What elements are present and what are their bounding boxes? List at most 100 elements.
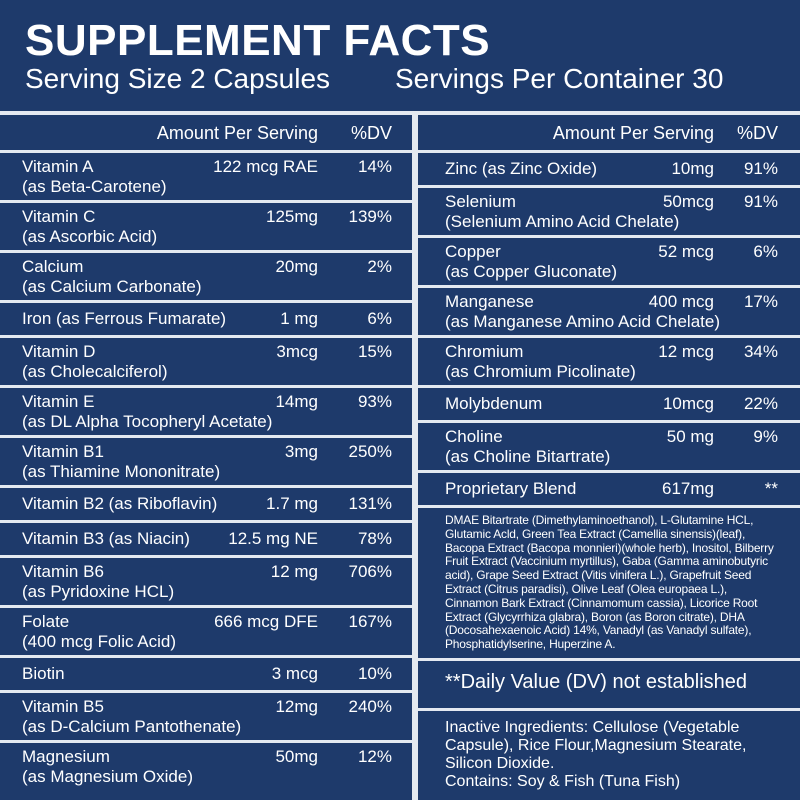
daily-value: 6% bbox=[367, 309, 392, 328]
nutrient-row: Zinc (as Zinc Oxide) 10mg 91% bbox=[418, 150, 800, 185]
inactive-section: Inactive Ingredients: Cellulose (Vegetab… bbox=[418, 708, 800, 791]
nutrient-row: Iron (as Ferrous Fumarate) 1 mg 6% bbox=[0, 300, 412, 335]
inactive-ingredients: Inactive Ingredients: Cellulose (Vegetab… bbox=[445, 719, 747, 772]
nutrient-name: Biotin bbox=[22, 664, 65, 683]
nutrient-name: Vitamin B3 (as Niacin) bbox=[22, 529, 190, 548]
nutrient-name: Vitamin B1 bbox=[22, 442, 104, 461]
nutrient-name: Vitamin C bbox=[22, 207, 96, 226]
amount: 125mg bbox=[266, 207, 318, 226]
daily-value: 6% bbox=[753, 242, 778, 261]
nutrient-row: Vitamin D 3mcg 15% (as Cholecalciferol) bbox=[0, 335, 412, 385]
nutrient-source: (as Pyridoxine HCL) bbox=[22, 582, 175, 601]
daily-value: 250% bbox=[348, 442, 392, 461]
daily-value: 78% bbox=[357, 529, 392, 548]
nutrient-source: (Selenium Amino Acid Chelate) bbox=[445, 212, 680, 231]
divider bbox=[0, 111, 800, 115]
daily-value: 17% bbox=[743, 292, 778, 311]
left-column: Amount Per Serving %DV Vitamin A 122 mcg RA… bbox=[0, 115, 412, 790]
amount: 3mcg bbox=[276, 342, 318, 361]
nutrient-name: Vitamin B2 (as Riboflavin) bbox=[22, 494, 218, 513]
contains: Contains: Soy & Fish (Tuna Fish) bbox=[445, 773, 681, 790]
daily-value: 10% bbox=[357, 664, 392, 683]
serving-size: Serving Size 2 Capsules bbox=[25, 63, 331, 94]
amount: 52 mcg bbox=[658, 242, 714, 261]
daily-value: 15% bbox=[357, 342, 392, 361]
amount: 50mg bbox=[275, 747, 318, 766]
amount: 3mg bbox=[284, 442, 318, 461]
nutrient-row: Vitamin B3 (as Niacin) 12.5 mg NE 78% bbox=[0, 520, 412, 555]
nutrient-source: (as Chromium Picolinate) bbox=[445, 362, 636, 381]
daily-value: 93% bbox=[357, 392, 392, 411]
nutrient-name: Vitamin E bbox=[22, 392, 95, 411]
nutrient-row: Vitamin C 125mg 139% (as Ascorbic Acid) bbox=[0, 200, 412, 250]
amount: 50 mg bbox=[666, 427, 714, 446]
nutrient-name: Selenium bbox=[445, 192, 516, 211]
nutrient-source: (as Beta-Carotene) bbox=[22, 177, 167, 196]
amount: 12.5 mg NE bbox=[228, 529, 318, 548]
servings-per-container: Servings Per Container 30 bbox=[395, 63, 724, 94]
dv-header: %DV bbox=[350, 123, 392, 143]
amount: 12 mcg bbox=[658, 342, 714, 361]
amount: 400 mcg bbox=[648, 292, 714, 311]
nutrient-source: (400 mcg Folic Acid) bbox=[22, 632, 176, 651]
amount: 14mg bbox=[275, 392, 318, 411]
dv-note: **Daily Value (DV) not established bbox=[418, 658, 800, 708]
right-column: Amount Per Serving %DV Zinc (as Zinc Oxide… bbox=[418, 115, 800, 791]
amount: 20mg bbox=[275, 257, 318, 276]
nutrient-name: Calcium bbox=[22, 257, 84, 276]
column-header: Amount Per Serving %DV bbox=[0, 115, 412, 150]
nutrient-source: (as Manganese Amino Acid Chelate) bbox=[445, 312, 720, 331]
nutrient-name: Zinc (as Zinc Oxide) bbox=[445, 159, 598, 178]
daily-value: 2% bbox=[367, 257, 392, 276]
nutrient-source: (as Thiamine Mononitrate) bbox=[22, 462, 221, 481]
nutrient-row: Choline 50 mg 9% (as Choline Bitartrate) bbox=[418, 420, 800, 470]
daily-value: 131% bbox=[348, 494, 392, 513]
nutrient-row: Proprietary Blend 617mg ** bbox=[418, 470, 800, 505]
daily-value: 22% bbox=[743, 394, 778, 413]
column-divider bbox=[412, 115, 418, 800]
nutrient-row: Vitamin B2 (as Riboflavin) 1.7 mg 131% bbox=[0, 485, 412, 520]
amount: 617mg bbox=[662, 479, 714, 498]
nutrient-row: Chromium 12 mcg 34% (as Chromium Picolinate… bbox=[418, 335, 800, 385]
daily-value: 139% bbox=[348, 207, 392, 226]
nutrient-source: (as Ascorbic Acid) bbox=[22, 227, 158, 246]
nutrient-row: Vitamin E 14mg 93% (as DL Alpha Tocopheryl … bbox=[0, 385, 412, 435]
daily-value: 9% bbox=[753, 427, 778, 446]
nutrient-name: Vitamin D bbox=[22, 342, 96, 361]
nutrient-row: Folate 666 mcg DFE 167% (400 mcg Folic Acid… bbox=[0, 605, 412, 655]
nutrient-name: Magnesium bbox=[22, 747, 110, 766]
amount: 10mg bbox=[671, 159, 714, 178]
daily-value: ** bbox=[764, 479, 778, 498]
nutrient-name: Vitamin B6 bbox=[22, 562, 104, 581]
daily-value: 167% bbox=[348, 612, 392, 631]
daily-value: 12% bbox=[357, 747, 392, 766]
amount: 1.7 mg bbox=[266, 494, 318, 513]
nutrient-row: Vitamin B6 12 mg 706% (as Pyridoxine HCL) bbox=[0, 555, 412, 605]
nutrient-row: Vitamin B1 3mg 250% (as Thiamine Mononitrat… bbox=[0, 435, 412, 485]
amount-header: Amount Per Serving bbox=[156, 123, 318, 143]
amount: 12mg bbox=[275, 697, 318, 716]
nutrient-name: Choline bbox=[445, 427, 503, 446]
nutrient-name: Iron (as Ferrous Fumarate) bbox=[22, 309, 227, 328]
amount: 122 mcg RAE bbox=[213, 157, 318, 176]
nutrient-row: Biotin 3 mcg 10% bbox=[0, 655, 412, 690]
daily-value: 14% bbox=[357, 157, 392, 176]
amount: 1 mg bbox=[280, 309, 318, 328]
nutrient-source: (as Calcium Carbonate) bbox=[22, 277, 202, 296]
nutrient-source: (as Copper Gluconate) bbox=[445, 262, 617, 281]
amount: 12 mg bbox=[270, 562, 318, 581]
nutrient-name: Folate bbox=[22, 612, 70, 631]
daily-value: 91% bbox=[743, 159, 778, 178]
nutrient-row: Copper 52 mcg 6% (as Copper Gluconate) bbox=[418, 235, 800, 285]
nutrient-source: (as Magnesium Oxide) bbox=[22, 767, 194, 786]
column-header: Amount Per Serving %DV bbox=[418, 115, 800, 150]
blend-ingredients: DMAE Bitartrate (Dimethylaminoethanol), … bbox=[418, 505, 800, 658]
nutrient-row: Manganese 400 mcg 17% (as Manganese Amino A… bbox=[418, 285, 800, 335]
nutrient-name: Vitamin B5 bbox=[22, 697, 104, 716]
nutrient-row: Vitamin A 122 mcg RAE 14% (as Beta-Carotene… bbox=[0, 150, 412, 200]
daily-value: 240% bbox=[348, 697, 392, 716]
amount-header: Amount Per Serving bbox=[552, 123, 714, 143]
amount: 10mcg bbox=[662, 394, 714, 413]
nutrient-name: Vitamin A bbox=[22, 157, 94, 176]
amount: 50mcg bbox=[662, 192, 714, 211]
